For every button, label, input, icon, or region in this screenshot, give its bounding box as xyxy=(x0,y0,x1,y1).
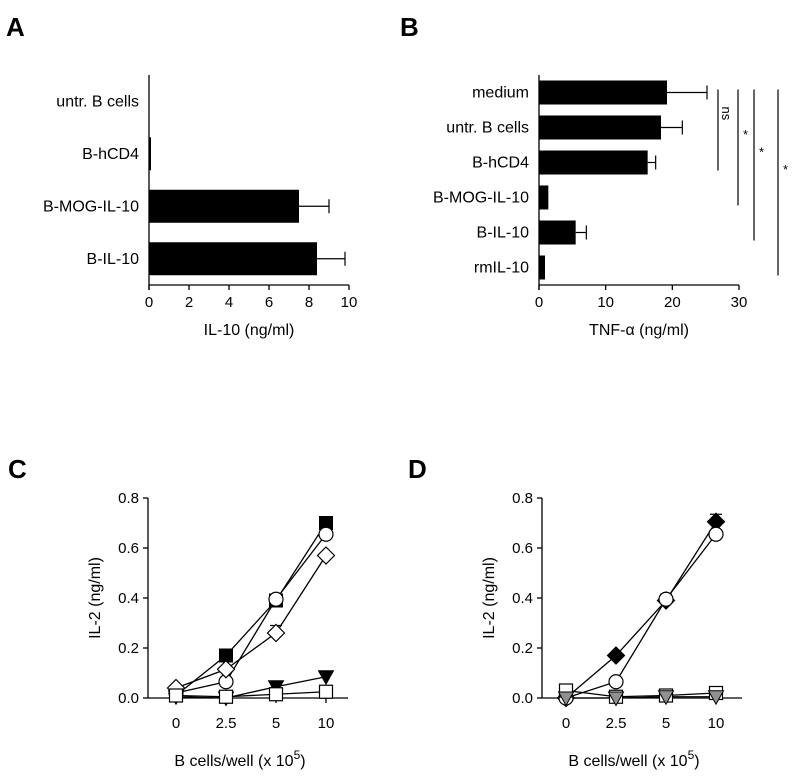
panel-a-bar-chart: 0 2 4 6 8 10 untr. B cells B-hCD4 B-MOG-IL-10 B-I… xyxy=(43,75,357,339)
category-label: B-hCD4 xyxy=(472,155,529,172)
data-point xyxy=(657,690,675,706)
x-tick-label: 10 xyxy=(318,715,335,732)
bar xyxy=(539,150,648,175)
x-tick-label: 2.5 xyxy=(606,715,627,732)
significance-label: * xyxy=(743,127,748,142)
category-label: rmIL-10 xyxy=(474,260,529,277)
y-tick-label: 0.0 xyxy=(512,690,533,707)
x-axis-title: TNF-α (ng/ml) xyxy=(589,322,689,339)
y-tick-label: 0.2 xyxy=(118,640,139,657)
x-axis-title-text: B cells/well (x 10 xyxy=(568,753,687,770)
x-axis-title-end: ) xyxy=(694,753,699,770)
data-point xyxy=(218,689,234,704)
x-tick-label: 8 xyxy=(305,294,313,311)
data-point xyxy=(266,623,286,643)
category-label: B-IL-10 xyxy=(477,225,530,242)
x-tick-label: 0 xyxy=(562,715,570,732)
x-axis-title: IL-10 (ng/ml) xyxy=(204,322,295,339)
data-point xyxy=(216,659,236,679)
data-point xyxy=(658,591,674,607)
panel-d-line-chart: 0.0 0.2 0.4 0.6 0.8 0 2.5 5 10 IL-2 (ng/ml) B cell… xyxy=(481,490,742,770)
y-tick-label: 0.4 xyxy=(118,590,139,607)
category-label: untr. B cells xyxy=(56,93,139,110)
data-point xyxy=(608,674,624,690)
x-axis-title-superscript: 5 xyxy=(688,748,695,762)
data-point xyxy=(557,691,575,707)
y-tick-label: 0.4 xyxy=(512,590,533,607)
series-line xyxy=(175,691,327,698)
bar xyxy=(539,80,667,105)
x-axis-title-superscript: 5 xyxy=(294,748,301,762)
x-tick-label: 10 xyxy=(708,715,725,732)
x-tick-label: 0 xyxy=(535,294,543,311)
data-point xyxy=(318,526,334,542)
y-tick-label: 0.8 xyxy=(512,490,533,507)
y-axis-title: IL-2 (ng/ml) xyxy=(481,557,498,639)
panel-letter-d: D xyxy=(408,454,427,484)
significance-label: * xyxy=(759,145,764,160)
category-label: B-hCD4 xyxy=(82,146,139,163)
y-axis-title: IL-2 (ng/ml) xyxy=(87,557,104,639)
bar xyxy=(149,189,299,223)
x-tick-label: 0 xyxy=(172,715,180,732)
y-tick-label: 0.2 xyxy=(512,640,533,657)
x-tick-label: 4 xyxy=(225,294,233,311)
x-tick-label: 10 xyxy=(597,294,614,311)
x-tick-label: 6 xyxy=(265,294,273,311)
y-tick-label: 0.8 xyxy=(118,490,139,507)
series-line xyxy=(175,555,327,689)
bar xyxy=(539,115,661,140)
x-axis-title-text: B cells/well (x 10 xyxy=(174,753,293,770)
category-label: B-MOG-IL-10 xyxy=(433,190,529,207)
series-line xyxy=(565,533,717,699)
x-axis-title-end: ) xyxy=(300,753,305,770)
bar xyxy=(149,242,317,276)
bar xyxy=(149,137,151,171)
x-axis-title: B cells/well (x 105) xyxy=(174,748,305,770)
series-line xyxy=(175,533,327,694)
x-tick-label: 2 xyxy=(185,294,193,311)
x-tick-label: 0 xyxy=(145,294,153,311)
data-point xyxy=(317,670,335,686)
x-tick-label: 5 xyxy=(662,715,670,732)
data-point xyxy=(268,687,284,702)
data-point xyxy=(318,684,334,699)
bar xyxy=(539,185,549,210)
significance-label: ns xyxy=(719,107,734,121)
y-tick-label: 0.6 xyxy=(118,540,139,557)
data-point xyxy=(607,691,625,707)
data-point xyxy=(707,690,725,706)
panel-letter-c: C xyxy=(8,454,27,484)
panel-c-line-chart: 0.0 0.2 0.4 0.6 0.8 0 2.5 5 10 IL-2 (ng/ml) B cell… xyxy=(87,490,348,770)
x-tick-label: 30 xyxy=(731,294,748,311)
data-point xyxy=(316,546,336,565)
series-line xyxy=(565,521,717,699)
x-tick-label: 5 xyxy=(272,715,280,732)
x-axis-title: B cells/well (x 105) xyxy=(568,748,699,770)
series-line xyxy=(566,696,716,699)
x-tick-label: 10 xyxy=(341,294,358,311)
x-tick-label: 2.5 xyxy=(216,715,237,732)
series-line xyxy=(175,522,327,697)
y-tick-label: 0.0 xyxy=(118,690,139,707)
data-point xyxy=(168,688,184,703)
y-tick-label: 0.6 xyxy=(512,540,533,557)
category-label: medium xyxy=(472,85,529,102)
category-label: untr. B cells xyxy=(446,120,529,137)
bar xyxy=(539,255,545,280)
series-line xyxy=(175,676,327,699)
series-line xyxy=(565,689,717,698)
panel-letter-b: B xyxy=(400,12,419,42)
data-point xyxy=(606,646,626,665)
category-label: B-MOG-IL-10 xyxy=(43,198,139,215)
panel-letter-a: A xyxy=(6,12,25,42)
data-point xyxy=(268,591,284,607)
category-label: B-IL-10 xyxy=(87,251,140,268)
significance-label: * xyxy=(783,162,788,177)
panel-b-bar-chart: 0 10 20 30 medium untr. B cells B-hCD4 B-MOG-IL… xyxy=(433,75,788,339)
x-tick-label: 20 xyxy=(664,294,681,311)
data-point xyxy=(708,526,724,542)
bar xyxy=(539,220,576,245)
